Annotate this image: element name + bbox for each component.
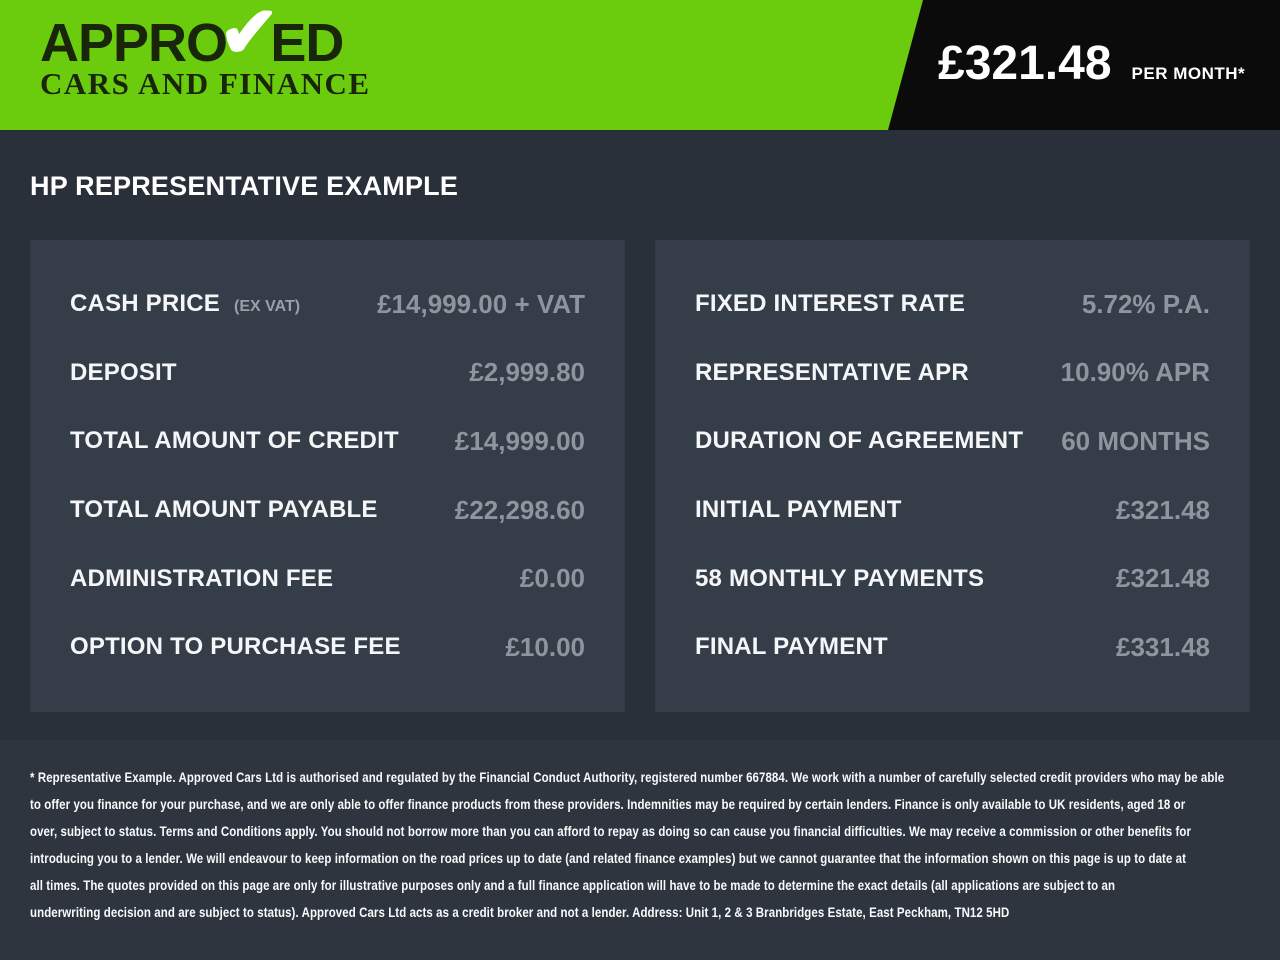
row-value: £321.48	[1116, 494, 1210, 525]
row-value: 10.90% APR	[1060, 357, 1210, 388]
row-label: FINAL PAYMENT	[695, 633, 888, 661]
table-row: FIXED INTEREST RATE 5.72% P.A.	[695, 270, 1210, 339]
row-sublabel: (EX VAT)	[234, 298, 301, 316]
monthly-price-amount: £321.48	[938, 37, 1112, 90]
row-label-group: CASH PRICE (EX VAT)	[70, 290, 300, 318]
table-row: DEPOSIT £2,999.80	[70, 339, 585, 408]
row-label: DEPOSIT	[70, 358, 177, 386]
row-value: £22,298.60	[454, 494, 585, 525]
row-value: £0.00	[519, 563, 585, 594]
table-row: 58 MONTHLY PAYMENTS £321.48	[695, 544, 1210, 613]
table-row: CASH PRICE (EX VAT) £14,999.00 + VAT	[70, 270, 585, 339]
finance-panel-left: CASH PRICE (EX VAT) £14,999.00 + VAT DEP…	[30, 240, 625, 712]
row-label: TOTAL AMOUNT PAYABLE	[70, 496, 378, 524]
table-row: REPRESENTATIVE APR 10.90% APR	[695, 339, 1210, 408]
row-value: £14,999.00	[454, 425, 585, 456]
brand-logo: APPRO ✔ ED CARS AND FINANCE	[40, 0, 371, 101]
disclaimer-line: * Representative Example. Approved Cars …	[30, 769, 1225, 785]
row-label: 58 MONTHLY PAYMENTS	[695, 564, 985, 592]
row-label: FIXED INTEREST RATE	[695, 290, 966, 318]
header-banner: APPRO ✔ ED CARS AND FINANCE £321.48 PER MO…	[0, 0, 1280, 130]
row-label: TOTAL AMOUNT OF CREDIT	[70, 427, 399, 455]
row-value: 5.72% P.A.	[1081, 288, 1210, 319]
table-row: DURATION OF AGREEMENT 60 MONTHS	[695, 407, 1210, 476]
table-row: TOTAL AMOUNT PAYABLE £22,298.60	[70, 476, 585, 545]
monthly-price-wedge: £321.48 PER MONTH*	[888, 0, 1280, 130]
table-row: OPTION TO PURCHASE FEE £10.00	[70, 613, 585, 682]
row-label: DURATION OF AGREEMENT	[695, 427, 1024, 455]
row-label: REPRESENTATIVE APR	[695, 358, 969, 386]
row-label: OPTION TO PURCHASE FEE	[70, 633, 401, 661]
disclaimer-footer: * Representative Example. Approved Cars …	[0, 740, 1280, 960]
table-row: INITIAL PAYMENT £321.48	[695, 476, 1210, 545]
row-value: £321.48	[1116, 563, 1210, 594]
disclaimer-line: underwriting decision and are subject to…	[30, 904, 1010, 920]
row-value: £2,999.80	[469, 357, 585, 388]
finance-panel-right: FIXED INTEREST RATE 5.72% P.A. REPRESENT…	[655, 240, 1250, 712]
row-value: £10.00	[505, 631, 585, 662]
finance-panels: CASH PRICE (EX VAT) £14,999.00 + VAT DEP…	[30, 240, 1250, 712]
row-label: CASH PRICE	[70, 290, 221, 318]
brand-logo-wordmark: APPRO ✔ ED	[40, 0, 371, 73]
row-value: 60 MONTHS	[1061, 425, 1210, 456]
check-icon: ✔	[219, 0, 279, 73]
brand-logo-tagline: CARS AND FINANCE	[40, 66, 371, 101]
disclaimer-line: to offer you finance for your purchase, …	[30, 796, 1186, 812]
row-label: INITIAL PAYMENT	[695, 496, 902, 524]
table-row: ADMINISTRATION FEE £0.00	[70, 544, 585, 613]
monthly-price-per-label: PER MONTH*	[1131, 64, 1246, 83]
page-title: HP REPRESENTATIVE EXAMPLE	[30, 171, 459, 201]
disclaimer-line: introducing you to a lender. We will end…	[30, 850, 1187, 866]
disclaimer-line: over, subject to status. Terms and Condi…	[30, 823, 1192, 839]
row-label: ADMINISTRATION FEE	[70, 564, 334, 592]
table-row: TOTAL AMOUNT OF CREDIT £14,999.00	[70, 407, 585, 476]
brand-logo-text-post: ED	[270, 13, 344, 73]
row-value: £14,999.00 + VAT	[377, 288, 585, 319]
row-value: £331.48	[1116, 631, 1210, 662]
disclaimer-line: all times. The quotes provided on this p…	[30, 877, 1116, 893]
table-row: FINAL PAYMENT £331.48	[695, 613, 1210, 682]
brand-logo-text-pre: APPRO	[40, 13, 228, 73]
